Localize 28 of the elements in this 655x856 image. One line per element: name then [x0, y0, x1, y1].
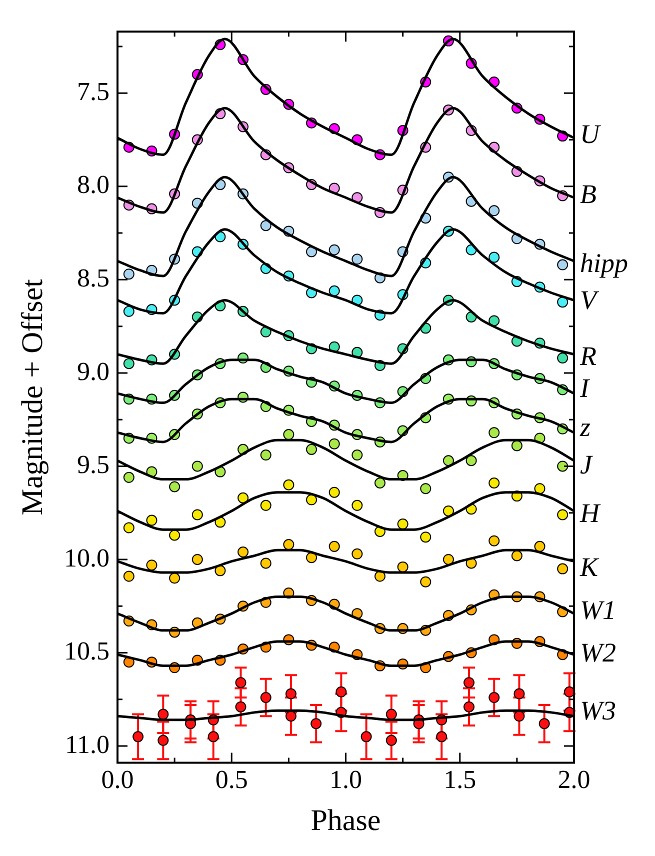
y-tick-label: 8.5: [77, 264, 110, 293]
legend-label: hipp: [580, 248, 628, 278]
legend-label: J: [580, 449, 594, 480]
legend-label: z: [579, 412, 591, 442]
x-tick-label: 0.0: [101, 765, 134, 794]
x-tick-label: 1.5: [444, 765, 476, 794]
y-tick-label: 10.5: [64, 636, 110, 666]
x-tick-label: 0.5: [215, 765, 248, 794]
y-tick-label: 9.5: [77, 450, 110, 480]
legend-label: U: [580, 119, 601, 150]
series-label: I: [579, 372, 591, 403]
legend-label: K: [579, 552, 600, 582]
y-tick-label: 8.0: [77, 170, 110, 200]
legend-label: W1: [580, 594, 616, 625]
y-axis-title: Magnitude + Offset: [16, 278, 49, 516]
y-tick-label: 11.0: [64, 730, 110, 759]
x-tick-label: 1.0: [330, 765, 362, 794]
legend-label: W2: [580, 638, 616, 668]
legend-label: W3: [580, 696, 616, 726]
y-tick-label: 7.5: [77, 76, 110, 106]
x-axis-title: Phase: [310, 804, 381, 837]
y-tick-label: 9.0: [77, 356, 110, 386]
x-tick-label: 2.0: [558, 765, 590, 794]
series-label: V: [580, 285, 600, 316]
legend-label: B: [580, 178, 596, 209]
legend-label: R: [579, 341, 597, 372]
legend-label: H: [579, 498, 601, 528]
y-tick-label: 10.0: [64, 543, 110, 572]
